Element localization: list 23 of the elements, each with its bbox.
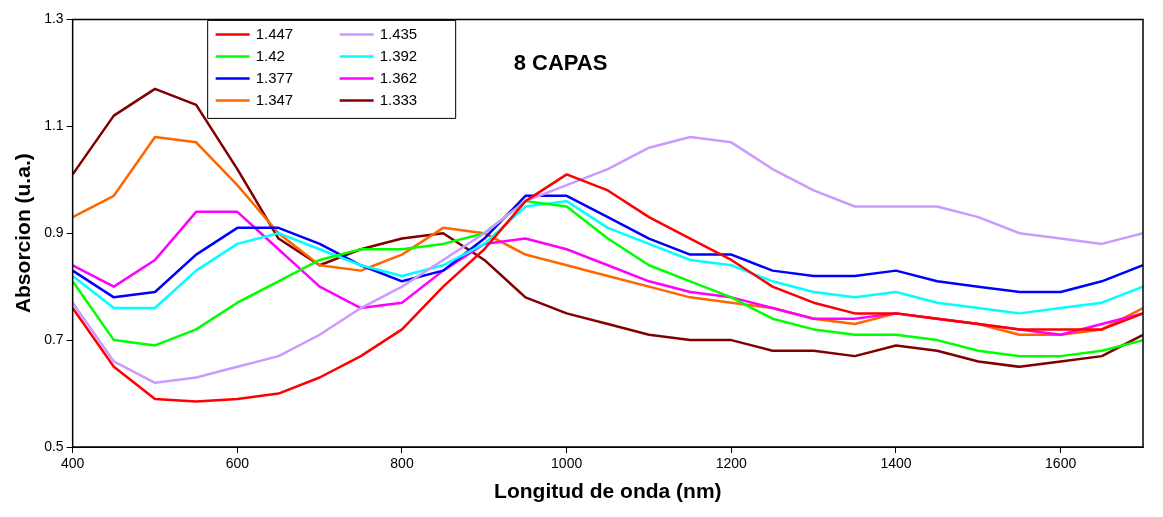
- x-tick-label: 1000: [551, 455, 583, 472]
- legend-label: 1.333: [379, 90, 418, 108]
- y-axis-title: Absorcion (u.a.): [11, 153, 35, 314]
- legend-label: 1.362: [379, 68, 418, 86]
- x-tick-label: 600: [225, 455, 250, 472]
- legend-label: 1.42: [255, 46, 285, 64]
- x-tick-label: 800: [390, 455, 414, 472]
- x-tick-label: 1600: [1045, 455, 1077, 472]
- legend-label: 1.347: [255, 90, 294, 108]
- y-tick-label: 0.5: [44, 437, 64, 454]
- x-tick-label: 400: [60, 455, 85, 472]
- y-tick-label: 1.3: [44, 10, 64, 27]
- legend-label: 1.447: [255, 24, 294, 42]
- text: 8 CAPAS: [513, 50, 608, 76]
- x-tick-label: 1400: [880, 455, 912, 472]
- x-tick-label: 1200: [715, 455, 748, 472]
- y-tick-label: 0.7: [44, 330, 64, 347]
- legend-label: 1.392: [379, 46, 418, 64]
- legend-label: 1.377: [255, 68, 294, 86]
- y-tick-label: 0.9: [44, 224, 64, 241]
- legend-label: 1.435: [379, 24, 418, 42]
- y-tick-label: 1.1: [44, 117, 64, 134]
- x-axis-title: Longitud de onda (nm): [494, 479, 722, 503]
